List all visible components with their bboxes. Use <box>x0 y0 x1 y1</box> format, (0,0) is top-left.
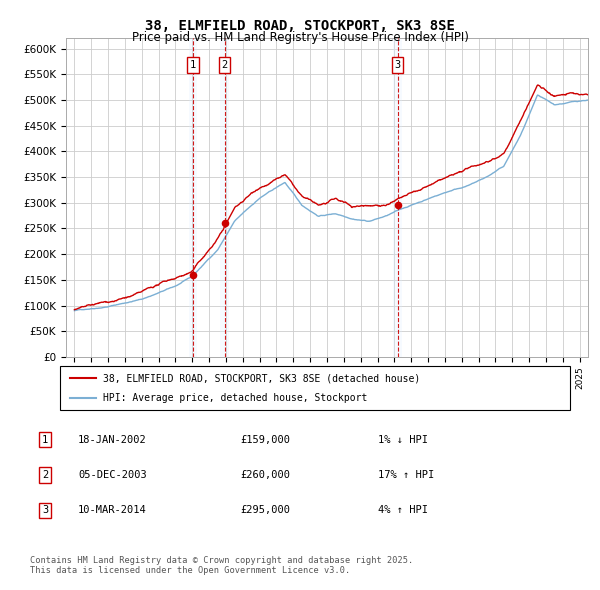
Bar <box>189 38 197 357</box>
Point <box>220 219 229 228</box>
Text: £260,000: £260,000 <box>240 470 290 480</box>
Text: Price paid vs. HM Land Registry's House Price Index (HPI): Price paid vs. HM Land Registry's House … <box>131 31 469 44</box>
Text: 1: 1 <box>42 435 48 444</box>
Text: 3: 3 <box>42 506 48 515</box>
Text: 4% ↑ HPI: 4% ↑ HPI <box>378 506 428 515</box>
Text: Contains HM Land Registry data © Crown copyright and database right 2025.
This d: Contains HM Land Registry data © Crown c… <box>30 556 413 575</box>
Text: £295,000: £295,000 <box>240 506 290 515</box>
Text: 1: 1 <box>190 60 196 70</box>
Text: 10-MAR-2014: 10-MAR-2014 <box>78 506 147 515</box>
Text: 2: 2 <box>221 60 228 70</box>
Bar <box>394 38 402 357</box>
Text: 38, ELMFIELD ROAD, STOCKPORT, SK3 8SE: 38, ELMFIELD ROAD, STOCKPORT, SK3 8SE <box>145 19 455 34</box>
Text: HPI: Average price, detached house, Stockport: HPI: Average price, detached house, Stoc… <box>103 393 368 402</box>
Text: 18-JAN-2002: 18-JAN-2002 <box>78 435 147 444</box>
Text: £159,000: £159,000 <box>240 435 290 444</box>
Point <box>393 201 403 210</box>
Text: 17% ↑ HPI: 17% ↑ HPI <box>378 470 434 480</box>
Text: 3: 3 <box>394 60 401 70</box>
Bar <box>220 38 229 357</box>
Text: 2: 2 <box>42 470 48 480</box>
Text: 05-DEC-2003: 05-DEC-2003 <box>78 470 147 480</box>
Text: 38, ELMFIELD ROAD, STOCKPORT, SK3 8SE (detached house): 38, ELMFIELD ROAD, STOCKPORT, SK3 8SE (d… <box>103 373 421 383</box>
Text: 1% ↓ HPI: 1% ↓ HPI <box>378 435 428 444</box>
Point <box>188 271 198 280</box>
